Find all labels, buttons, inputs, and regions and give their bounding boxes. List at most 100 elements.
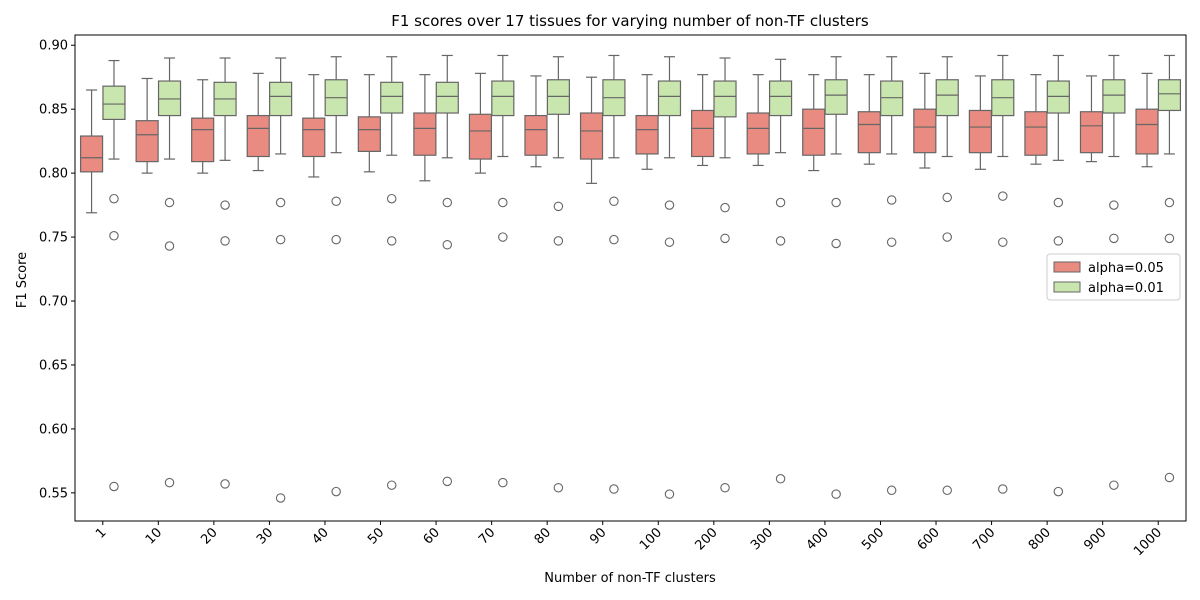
outlier-point bbox=[720, 233, 730, 244]
outlier-point bbox=[442, 197, 453, 208]
x-tick-label: 90 bbox=[587, 525, 609, 547]
outlier-point bbox=[886, 195, 897, 205]
box-group bbox=[991, 54, 1015, 494]
outlier-point bbox=[164, 197, 175, 208]
box-group bbox=[935, 56, 959, 496]
outlier-point bbox=[831, 238, 841, 249]
x-tick-label: 400 bbox=[804, 525, 832, 553]
outlier-point bbox=[220, 236, 230, 246]
box-group bbox=[213, 57, 237, 489]
box bbox=[968, 109, 992, 154]
outlier-point bbox=[831, 197, 841, 208]
outlier-point bbox=[553, 482, 564, 493]
box bbox=[880, 80, 904, 117]
x-tick-label: 20 bbox=[198, 525, 220, 547]
box bbox=[691, 109, 715, 158]
box-group bbox=[602, 54, 626, 494]
outlier-point bbox=[164, 477, 175, 488]
outlier-point bbox=[775, 236, 786, 246]
x-axis-label: Number of non-TF clusters bbox=[544, 571, 716, 586]
outlier-point bbox=[442, 239, 453, 250]
outlier-point bbox=[553, 201, 564, 212]
box-group bbox=[491, 54, 515, 488]
box-group bbox=[357, 74, 381, 173]
box bbox=[1102, 79, 1126, 114]
box-group bbox=[968, 75, 992, 170]
x-tick-label: 900 bbox=[1081, 525, 1109, 553]
box bbox=[157, 80, 182, 117]
x-tick-label: 10 bbox=[143, 525, 165, 547]
box bbox=[913, 108, 937, 154]
y-tick-label: 0.90 bbox=[39, 39, 68, 54]
x-tick-label: 50 bbox=[365, 525, 387, 547]
box-group bbox=[157, 57, 182, 488]
x-tick-label: 1 bbox=[93, 525, 109, 541]
outlier-point bbox=[498, 232, 508, 242]
box bbox=[491, 80, 515, 117]
outlier-point bbox=[664, 200, 675, 210]
outlier-point bbox=[998, 191, 1008, 201]
outlier-point bbox=[831, 489, 841, 499]
box bbox=[413, 112, 437, 156]
outlier-point bbox=[609, 196, 619, 207]
box-group bbox=[802, 74, 826, 172]
plot-frame bbox=[74, 34, 1187, 522]
outlier-point bbox=[386, 480, 397, 490]
box bbox=[546, 79, 570, 115]
box-group bbox=[435, 54, 459, 487]
outlier-point bbox=[220, 479, 230, 489]
outlier-point bbox=[1164, 233, 1175, 244]
outlier-point bbox=[664, 489, 675, 499]
box-group bbox=[191, 79, 215, 174]
outlier-point bbox=[720, 202, 730, 213]
box-group bbox=[824, 56, 848, 499]
outlier-point bbox=[109, 481, 119, 492]
box bbox=[1079, 111, 1104, 154]
box-group bbox=[1024, 74, 1048, 165]
outlier-point bbox=[609, 484, 619, 494]
outlier-point bbox=[498, 477, 508, 488]
box bbox=[357, 116, 381, 152]
box-group bbox=[579, 76, 604, 184]
outlier-point bbox=[886, 485, 897, 496]
chart-title: F1 scores over 17 tissues for varying nu… bbox=[391, 12, 869, 30]
x-tick-label: 70 bbox=[476, 525, 498, 547]
x-tick-label: 40 bbox=[309, 525, 331, 547]
box-group bbox=[880, 56, 904, 496]
y-tick-label: 0.70 bbox=[39, 295, 68, 310]
box-group bbox=[691, 74, 715, 167]
outlier-point bbox=[1053, 236, 1064, 246]
box bbox=[768, 80, 793, 117]
box bbox=[713, 80, 737, 118]
outlier-point bbox=[998, 237, 1008, 247]
box bbox=[102, 85, 126, 121]
legend-swatch bbox=[1053, 281, 1081, 293]
box-group bbox=[380, 56, 404, 490]
outlier-point bbox=[164, 241, 175, 251]
outlier-point bbox=[331, 486, 341, 497]
outlier-point bbox=[275, 493, 286, 503]
box bbox=[824, 79, 848, 115]
box bbox=[79, 135, 104, 173]
y-tick-label: 0.85 bbox=[39, 103, 68, 118]
outlier-point bbox=[220, 200, 230, 210]
x-tick-label: 100 bbox=[637, 525, 665, 553]
box-group bbox=[657, 56, 682, 499]
x-tick-label: 30 bbox=[254, 525, 276, 547]
box-group bbox=[468, 72, 493, 174]
outlier-point bbox=[275, 234, 286, 245]
outlier-point bbox=[1164, 472, 1175, 483]
box-group bbox=[102, 59, 126, 492]
y-tick-label: 0.65 bbox=[39, 358, 68, 373]
box bbox=[635, 114, 659, 155]
x-tick-label: 700 bbox=[970, 525, 998, 553]
box-group bbox=[713, 57, 737, 493]
x-tick-label: 600 bbox=[915, 525, 943, 553]
box-group bbox=[1046, 54, 1070, 497]
box bbox=[1046, 80, 1070, 114]
box bbox=[191, 117, 215, 163]
box-group bbox=[913, 72, 937, 169]
y-tick-label: 0.75 bbox=[39, 231, 68, 246]
box-group bbox=[1102, 54, 1126, 490]
